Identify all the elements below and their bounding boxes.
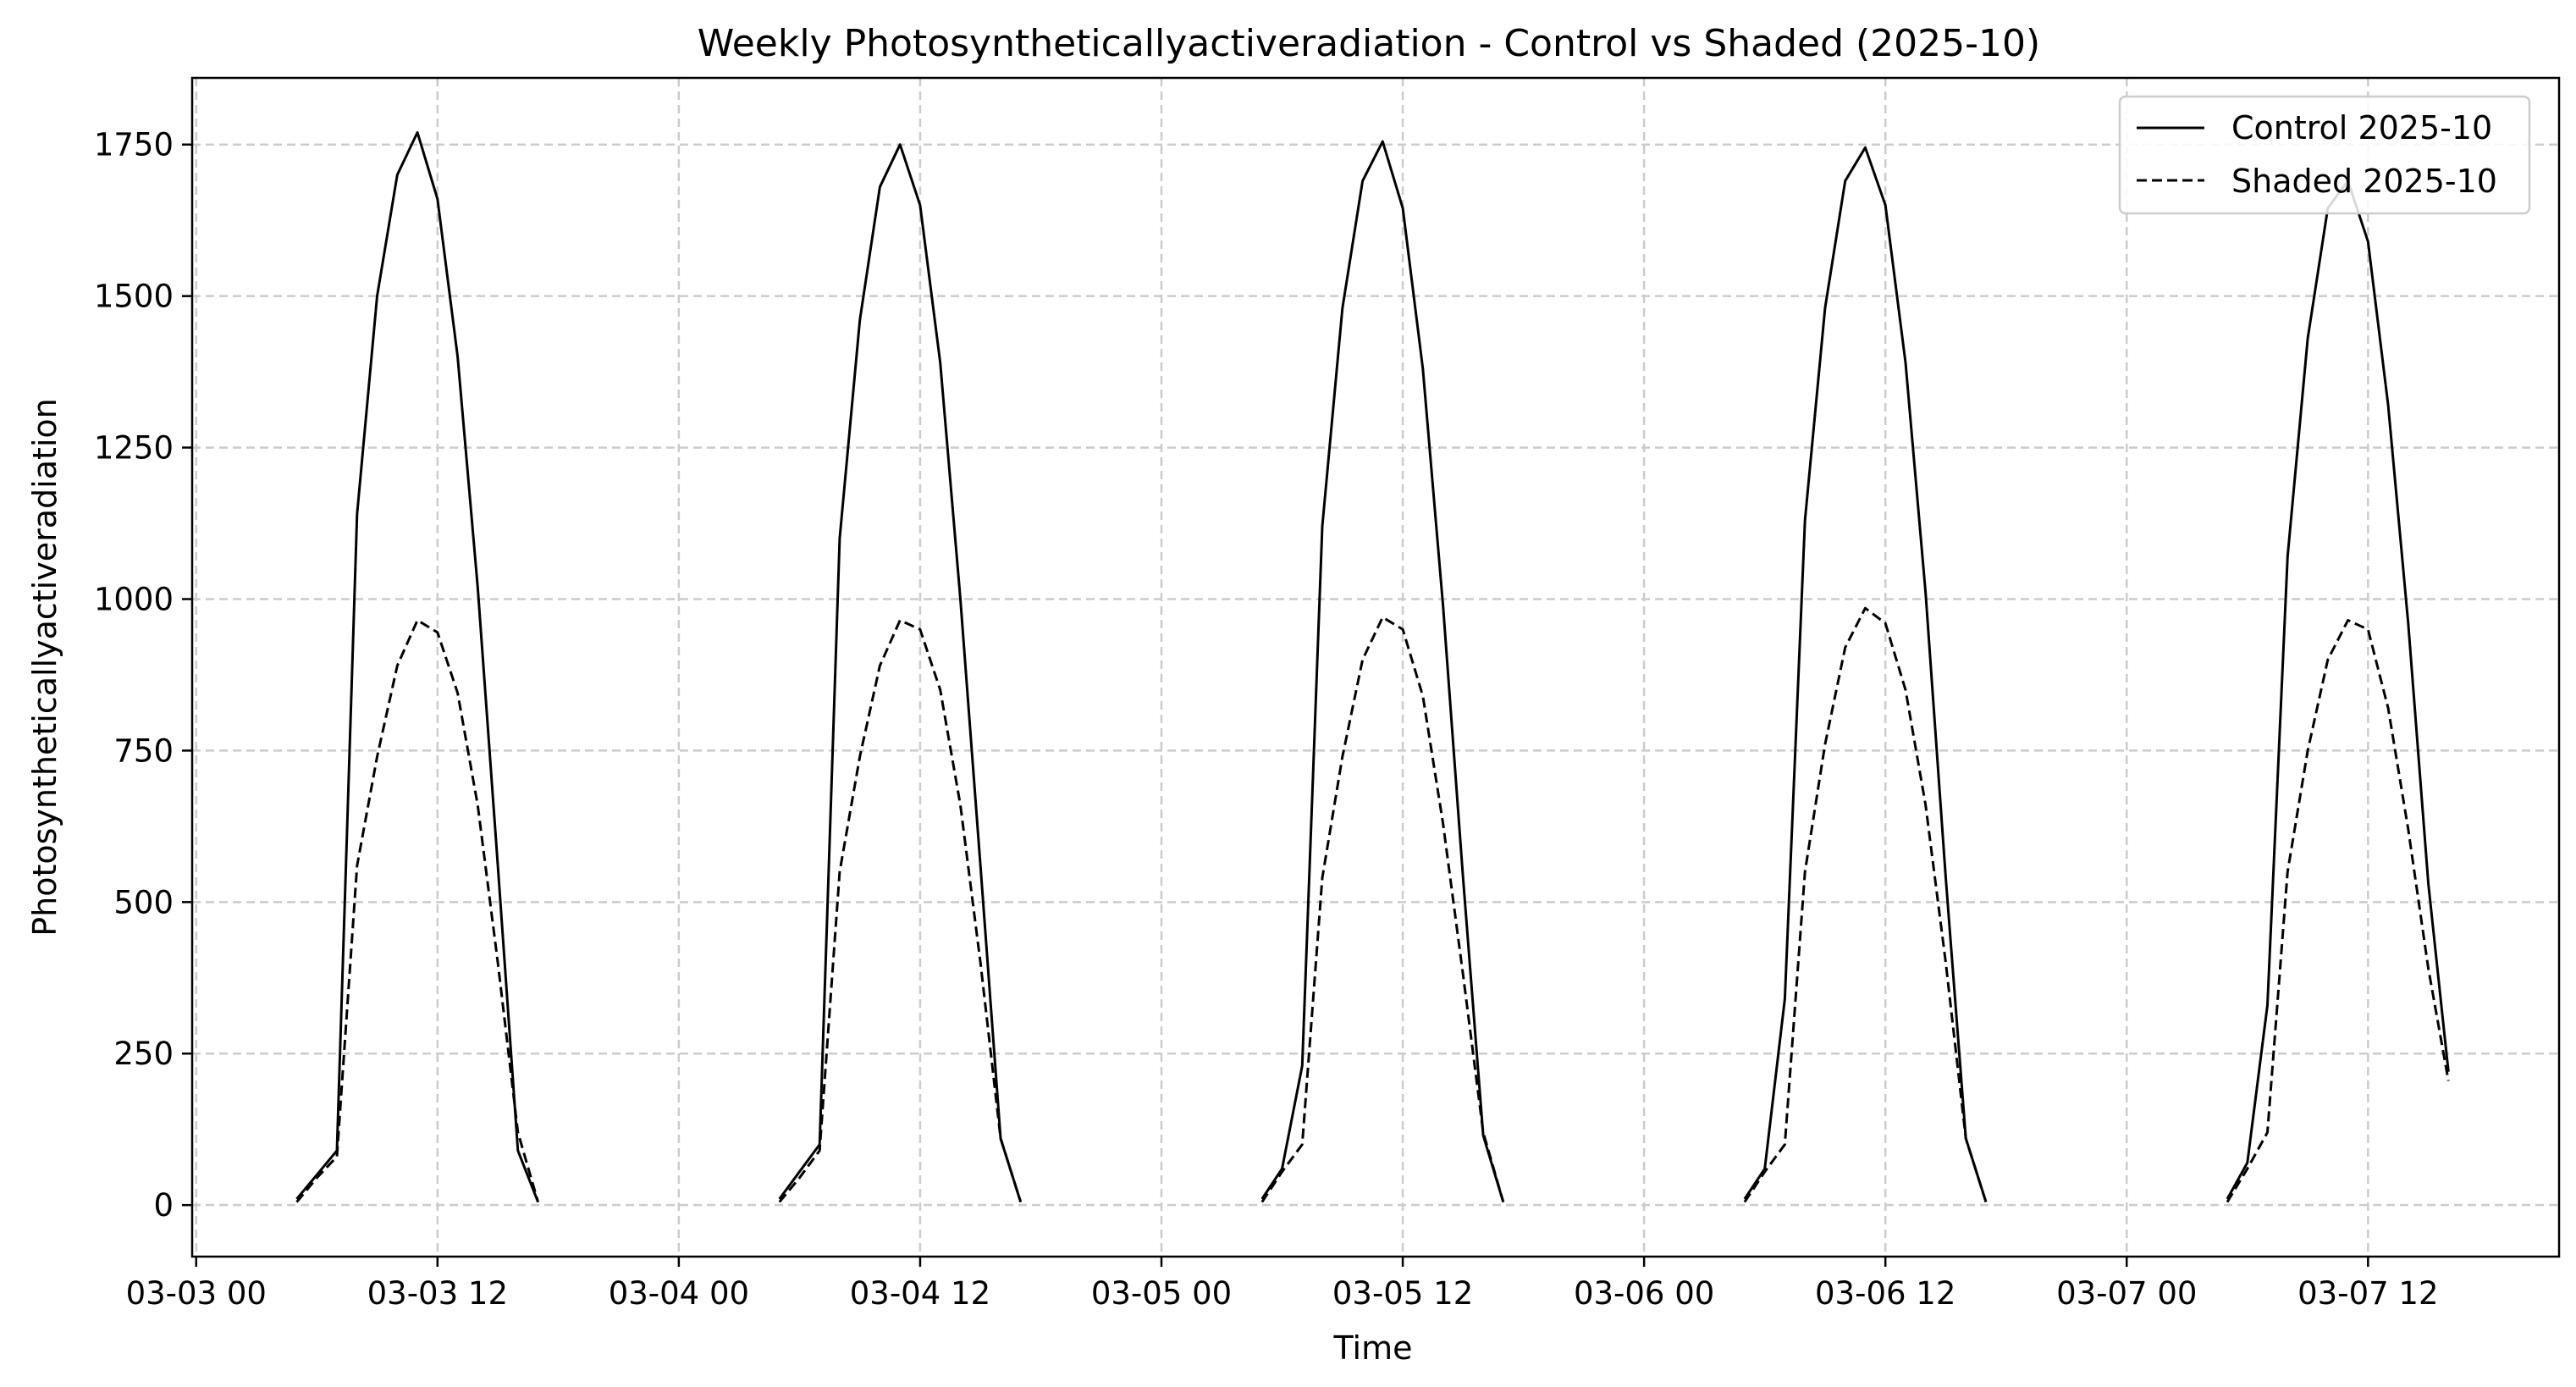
- x-tick-label: 03-03 00: [126, 1275, 267, 1312]
- series-line-control: [778, 143, 1023, 1203]
- grid: [192, 78, 2559, 1257]
- series-line-shaded: [1743, 606, 1988, 1203]
- y-tick-label: 1750: [94, 127, 174, 163]
- y-tick-label: 1500: [94, 279, 174, 315]
- y-tick-label: 1250: [94, 430, 174, 467]
- x-tick-label: 03-05 00: [1091, 1275, 1232, 1312]
- series-line-control: [1260, 140, 1505, 1203]
- y-tick-label: 500: [113, 884, 174, 920]
- series-lines: [295, 130, 2450, 1203]
- x-tick-label: 03-03 12: [367, 1275, 508, 1312]
- x-tick-label: 03-04 12: [850, 1275, 990, 1312]
- legend-label-control: Control 2025-10: [2231, 109, 2492, 146]
- x-axis-ticks: 03-03 00 03-03 12 03-04 00 03-04 12 03-05 00…: [126, 1257, 2439, 1312]
- y-tick-label: 750: [113, 732, 174, 769]
- x-tick-label: 03-04 00: [609, 1275, 749, 1312]
- y-axis-label: Photosyntheticallyactiveradiation: [26, 398, 63, 937]
- y-tick-label: 0: [153, 1187, 174, 1224]
- legend: Control 2025-10 Shaded 2025-10: [2118, 95, 2531, 215]
- series-line-shaded: [2226, 619, 2450, 1203]
- series-line-shaded: [295, 619, 540, 1203]
- x-tick-label: 03-06 12: [1815, 1275, 1955, 1312]
- plot-frame: [190, 76, 2561, 1258]
- y-axis-ticks: 0 250 500 750 1000 1250 1500 1750: [94, 127, 192, 1224]
- series-line-control: [1743, 146, 1988, 1203]
- series-line-shaded: [778, 619, 1023, 1203]
- x-tick-label: 03-07 00: [2056, 1275, 2197, 1312]
- y-tick-label: 1000: [94, 581, 174, 617]
- y-tick-label: 250: [113, 1036, 174, 1072]
- legend-box: [2118, 95, 2531, 215]
- x-tick-label: 03-05 12: [1332, 1275, 1473, 1312]
- legend-label-shaded: Shaded 2025-10: [2231, 163, 2497, 200]
- x-tick-label: 03-07 12: [2297, 1275, 2438, 1312]
- chart-title: Weekly Photosyntheticallyactiveradiation…: [698, 22, 2040, 65]
- x-tick-label: 03-06 00: [1574, 1275, 1714, 1312]
- series-line-shaded: [1260, 616, 1505, 1203]
- x-axis-label: Time: [1333, 1329, 1413, 1367]
